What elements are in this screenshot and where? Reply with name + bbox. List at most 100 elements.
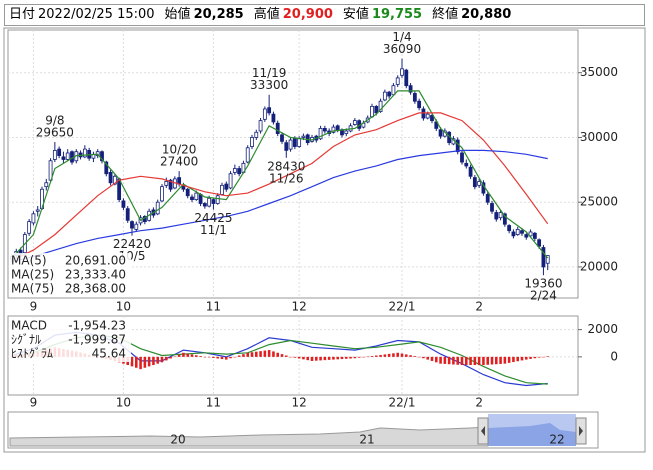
candle-body [104, 161, 109, 175]
candle-body [344, 130, 349, 134]
histogram-bar [237, 355, 241, 357]
histogram-bar [177, 354, 181, 357]
annotation-value: 36090 [383, 42, 421, 56]
histogram-bar [392, 353, 395, 357]
candle-body [331, 126, 336, 133]
histogram-bar [207, 356, 211, 358]
histogram-bar [379, 354, 382, 357]
candle-body [455, 139, 460, 153]
x-tick-label: 12 [292, 396, 307, 410]
histogram-bar [139, 356, 142, 370]
navigator-label: 21 [359, 433, 374, 447]
candle-body [100, 151, 104, 162]
histogram-bar [233, 356, 237, 358]
y-tick-label: 2000 [587, 322, 618, 336]
histogram-bar [156, 356, 159, 364]
candle-body [438, 129, 443, 137]
candle-body [532, 232, 537, 239]
candle-body [258, 120, 263, 132]
histogram-bar [216, 356, 219, 359]
candle-body [408, 85, 413, 93]
candle-body [271, 113, 276, 123]
candle-body [275, 122, 280, 134]
candle-body [35, 209, 40, 212]
histogram-bar [400, 353, 404, 357]
candle-body [502, 213, 507, 225]
histogram-bar [490, 356, 494, 365]
legend-value: -1,954.23 [68, 319, 126, 333]
candle-body [130, 221, 134, 229]
histogram-bar [302, 356, 305, 360]
candle-body [57, 148, 62, 156]
candle-body [524, 234, 529, 238]
candle-body [541, 247, 546, 268]
legend-name: MA(75) [11, 282, 54, 296]
legend-name: MACD [11, 319, 47, 333]
panel: 0 2000 9 10 11 12 22/1 2 MACD -1,954.23 ｼｸﾞﾅﾙ -1,99… [7, 315, 618, 410]
candle-body [164, 181, 169, 186]
x-tick-label: 11 [206, 300, 221, 314]
x-tick-label: 11 [206, 396, 221, 410]
candle-body [400, 68, 404, 76]
x-tick-label: 10 [116, 396, 131, 410]
histogram-bar [143, 356, 147, 368]
annotation-date: 9/8 [45, 113, 64, 127]
navigator-area [488, 423, 576, 446]
histogram-bar [160, 356, 164, 363]
label: 終値 [432, 7, 459, 22]
value: 19,755 [371, 7, 423, 22]
candle-body [211, 199, 216, 204]
candle-body [207, 197, 212, 207]
histogram-bar [447, 356, 451, 365]
histogram-bar [456, 356, 459, 365]
candle-body [267, 107, 272, 114]
candle-body [425, 113, 430, 119]
header: 日付 2022/02/25 15:00 始値 20,285 高値 20,900 安値 19,7… [4, 4, 645, 26]
panel: 20000 25000 30000 35000 9 10 11 12 22/1 2 9/829650… [7, 29, 618, 314]
histogram-bar [349, 356, 352, 359]
histogram-bar [443, 356, 447, 364]
annotation-value: 29650 [36, 125, 74, 139]
annotation-value: 22420 [113, 237, 151, 251]
histogram-bar [340, 356, 344, 360]
annotation-date: 11/26 [269, 171, 304, 185]
histogram-bar [525, 356, 528, 360]
candle-body [430, 115, 434, 122]
navigator-label: 20 [170, 433, 185, 447]
candle-body [190, 196, 194, 201]
histogram-bar [516, 356, 519, 362]
annotation-date: 2/24 [530, 289, 557, 303]
legend-box [9, 318, 131, 362]
candle-body [515, 228, 520, 235]
y-tick-label: 20000 [580, 259, 618, 273]
x-tick-label: 2 [475, 396, 483, 410]
x-tick-label: 9 [30, 300, 38, 314]
x-tick-label: 12 [292, 300, 307, 314]
candle-body [202, 203, 207, 207]
candle-body [31, 213, 36, 224]
histogram-bar [499, 356, 502, 364]
histogram-bar [327, 356, 331, 360]
annotation-value: 24425 [194, 211, 232, 225]
histogram-bar [220, 356, 224, 360]
candle-body [322, 127, 327, 132]
histogram-bar [430, 356, 434, 361]
histogram-bar [182, 352, 185, 357]
y-tick-label: 25000 [580, 195, 618, 209]
histogram-bar [165, 356, 168, 361]
candle-body [245, 147, 250, 163]
candle-body [284, 142, 289, 151]
candle-body [370, 105, 374, 118]
candle-body [404, 69, 409, 87]
histogram-bar [297, 356, 301, 359]
annotation-value: 27400 [160, 155, 198, 169]
histogram-bar [310, 356, 314, 361]
label: 高値 [253, 7, 280, 22]
candle-body [485, 194, 490, 203]
candle-body [112, 175, 117, 185]
x-tick-label: 22/1 [389, 300, 416, 314]
histogram-bar [529, 356, 532, 359]
legend-name: ｼｸﾞﾅﾙ [11, 333, 41, 347]
candle-body [378, 100, 383, 112]
